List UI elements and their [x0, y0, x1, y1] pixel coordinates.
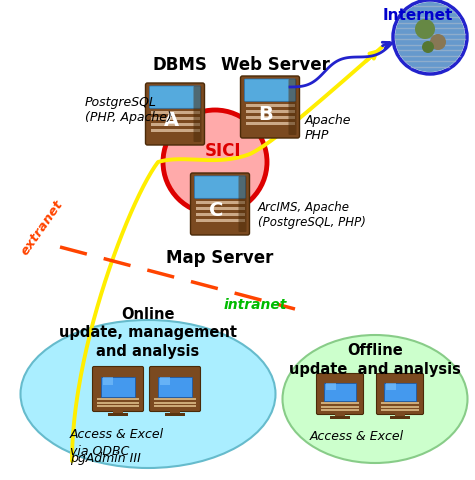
Bar	[158, 377, 192, 397]
Bar	[326, 383, 336, 390]
Bar	[321, 406, 359, 408]
FancyBboxPatch shape	[93, 367, 143, 412]
Bar	[108, 413, 128, 416]
Bar	[97, 402, 139, 404]
Bar	[381, 406, 419, 408]
Bar	[395, 413, 405, 417]
Bar	[151, 118, 199, 121]
Bar	[154, 402, 196, 404]
Text: PostgreSQL
(PHP, Apache): PostgreSQL (PHP, Apache)	[85, 96, 172, 124]
Bar	[381, 409, 419, 411]
Bar	[321, 402, 359, 404]
FancyBboxPatch shape	[238, 177, 247, 232]
Bar	[246, 123, 294, 126]
Text: C: C	[209, 201, 223, 220]
Text: Internet: Internet	[383, 8, 453, 23]
Text: Access & Excel
via ODBC: Access & Excel via ODBC	[70, 427, 164, 457]
Text: Map Server: Map Server	[166, 249, 274, 266]
Bar	[330, 416, 350, 419]
Bar	[335, 413, 345, 417]
FancyBboxPatch shape	[240, 77, 300, 139]
FancyBboxPatch shape	[194, 177, 246, 199]
Bar	[154, 398, 196, 400]
Bar	[324, 383, 356, 401]
Bar	[321, 409, 359, 411]
Text: Online
update, management
and analysis: Online update, management and analysis	[59, 306, 237, 359]
Circle shape	[393, 1, 467, 75]
Bar	[196, 202, 245, 205]
Circle shape	[430, 35, 446, 51]
FancyBboxPatch shape	[193, 87, 201, 143]
Ellipse shape	[20, 320, 275, 468]
Bar	[390, 416, 410, 419]
Bar	[154, 405, 196, 407]
FancyBboxPatch shape	[288, 80, 296, 136]
Bar	[151, 124, 199, 127]
Bar	[246, 117, 294, 120]
Bar	[160, 377, 170, 385]
Bar	[97, 405, 139, 407]
Bar	[101, 377, 135, 397]
Ellipse shape	[283, 336, 467, 463]
Circle shape	[395, 3, 465, 73]
Bar	[246, 105, 294, 108]
Text: SICI: SICI	[205, 142, 241, 160]
FancyBboxPatch shape	[145, 84, 205, 146]
Bar	[170, 410, 180, 414]
Text: Web Server: Web Server	[220, 56, 330, 74]
Bar	[384, 383, 416, 401]
FancyBboxPatch shape	[150, 87, 200, 109]
Circle shape	[415, 20, 435, 40]
Bar	[381, 402, 419, 404]
Bar	[103, 377, 113, 385]
Text: A: A	[163, 111, 179, 130]
Text: intranet: intranet	[223, 298, 287, 312]
FancyBboxPatch shape	[316, 374, 363, 415]
Text: B: B	[258, 104, 274, 123]
Circle shape	[163, 111, 267, 215]
Bar	[196, 214, 245, 217]
Bar	[151, 112, 199, 115]
Text: DBMS: DBMS	[152, 56, 208, 74]
Text: pgAdmin III: pgAdmin III	[70, 451, 141, 464]
Bar	[165, 413, 185, 416]
Text: Offline
update  and analysis: Offline update and analysis	[289, 343, 461, 376]
FancyBboxPatch shape	[190, 174, 249, 236]
Bar	[151, 130, 199, 133]
Bar	[113, 410, 123, 414]
FancyBboxPatch shape	[377, 374, 424, 415]
Text: Apache
PHP: Apache PHP	[305, 114, 352, 142]
Circle shape	[422, 42, 434, 54]
Text: Access & Excel: Access & Excel	[310, 429, 404, 442]
Text: extranet: extranet	[18, 198, 66, 257]
Text: ArcIMS, Apache
(PostgreSQL, PHP): ArcIMS, Apache (PostgreSQL, PHP)	[258, 201, 366, 228]
Bar	[246, 111, 294, 114]
FancyBboxPatch shape	[150, 367, 200, 412]
Bar	[386, 383, 396, 390]
Bar	[196, 220, 245, 223]
FancyBboxPatch shape	[245, 80, 295, 102]
Bar	[97, 398, 139, 400]
Bar	[196, 208, 245, 211]
